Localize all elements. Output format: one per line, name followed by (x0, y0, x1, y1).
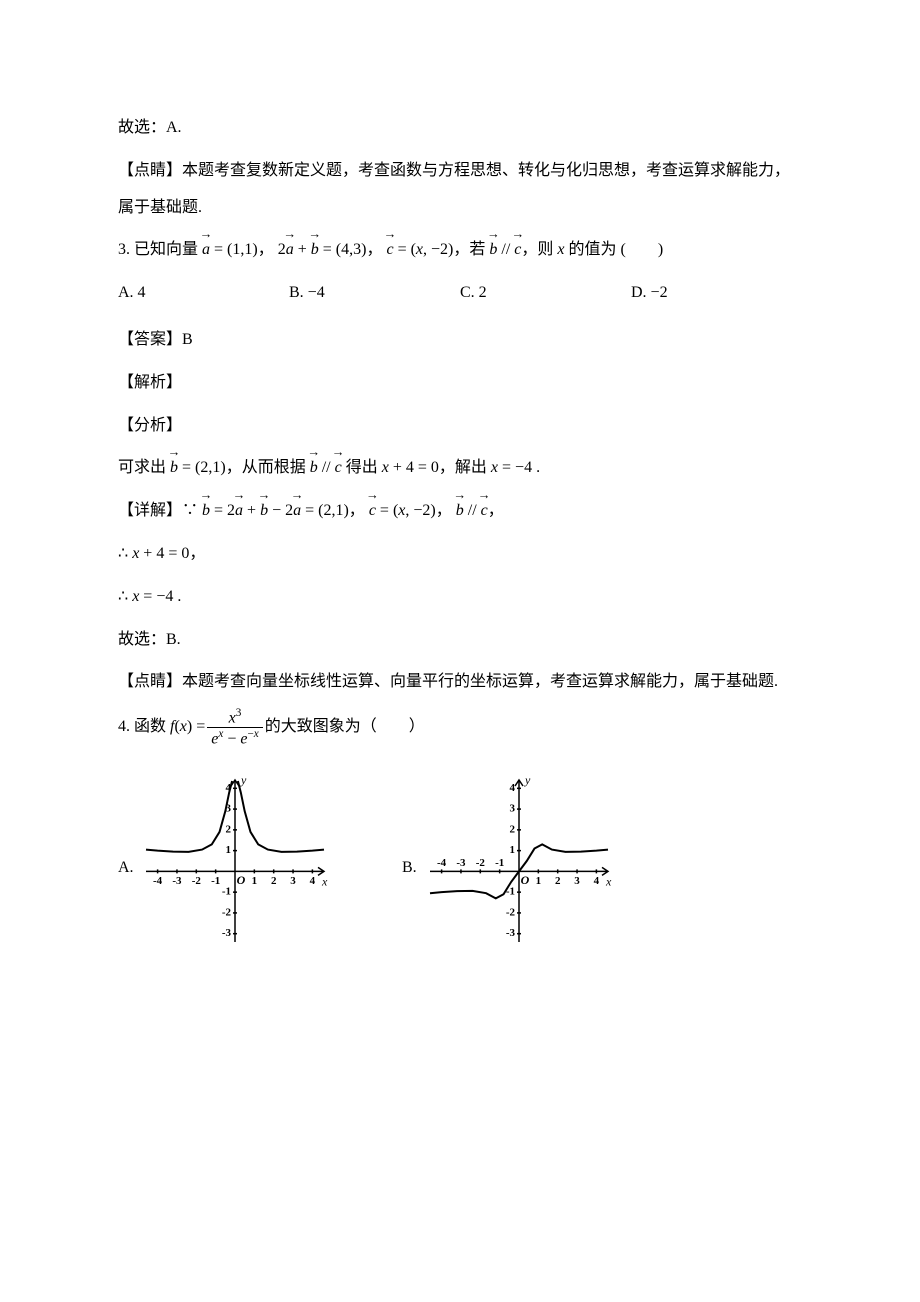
chart-b: xy-4-3-2-11234O1234-1-2-3 (426, 776, 612, 961)
q3-option-b: B. −4 (289, 275, 460, 312)
prev-dianjing: 【点睛】本题考查复数新定义题，考查函数与方程思想、转化与化归思想，考查运算求解能… (118, 153, 802, 227)
svg-text:y: y (524, 776, 531, 787)
svg-text:-3: -3 (506, 927, 516, 939)
svg-text:x: x (605, 874, 612, 888)
svg-text:2: 2 (510, 823, 516, 835)
q4-chart-row: A. xy-4-3-2-11234O1234-1-2-3 B. xy-4-3-2… (118, 776, 802, 961)
svg-text:1: 1 (226, 844, 232, 856)
svg-text:-2: -2 (222, 906, 232, 918)
prev-guxuan: 故选：A. (118, 110, 802, 147)
q4-option-a: A. xy-4-3-2-11234O1234-1-2-3 (118, 776, 328, 961)
svg-text:x: x (321, 874, 328, 888)
svg-text:3: 3 (574, 875, 580, 887)
svg-text:4: 4 (510, 782, 516, 794)
svg-text:-1: -1 (495, 857, 504, 869)
chart-a: xy-4-3-2-11234O1234-1-2-3 (142, 776, 328, 961)
svg-text:2: 2 (226, 823, 232, 835)
q3-jiexi: 【解析】 (118, 365, 802, 402)
svg-text:-2: -2 (192, 875, 202, 887)
svg-text:y: y (240, 776, 247, 787)
q3-option-a: A. 4 (118, 275, 289, 312)
q3-stem: 3. 已知向量 a = (1,1)， 2a + b = (4,3)， c = (… (118, 232, 802, 269)
svg-text:O: O (521, 873, 530, 887)
svg-text:1: 1 (510, 844, 516, 856)
q3-option-c: C. 2 (460, 275, 631, 312)
q4-stem: 4. 函数 f (x) = x3 ex − e−x 的大致图象为（ ） (118, 707, 802, 748)
svg-text:3: 3 (510, 803, 516, 815)
q3-options: A. 4 B. −4 C. 2 D. −2 (118, 275, 802, 312)
q3-dianjing: 【点睛】本题考查向量坐标线性运算、向量平行的坐标运算，考查运算求解能力，属于基础… (118, 664, 802, 701)
svg-text:-2: -2 (506, 906, 516, 918)
svg-text:-4: -4 (437, 857, 447, 869)
q3-guxuan: 故选：B. (118, 622, 802, 659)
q3-xiangjie: 【详解】∵ b = 2a + b − 2a = (2,1)， c = (x, −… (118, 493, 802, 530)
q4-option-b: B. xy-4-3-2-11234O1234-1-2-3 (402, 776, 612, 961)
svg-text:2: 2 (555, 875, 561, 887)
svg-text:2: 2 (271, 875, 277, 887)
page-content: 故选：A. 【点睛】本题考查复数新定义题，考查函数与方程思想、转化与化归思想，考… (0, 0, 920, 1021)
svg-text:-4: -4 (153, 875, 163, 887)
q3-answer: 【答案】B (118, 322, 802, 359)
svg-text:-1: -1 (211, 875, 220, 887)
q4-fraction: x3 ex − e−x (207, 707, 263, 748)
svg-text:1: 1 (252, 875, 258, 887)
q3-fenxi: 【分析】 (118, 408, 802, 445)
q3-step2: ∴ x = −4 . (118, 579, 802, 616)
svg-text:O: O (237, 873, 246, 887)
svg-text:-3: -3 (456, 857, 466, 869)
svg-text:4: 4 (594, 875, 600, 887)
q3-prefix: 3. 已知向量 (118, 241, 202, 258)
svg-text:-3: -3 (172, 875, 182, 887)
svg-text:-2: -2 (476, 857, 486, 869)
q3-option-d: D. −2 (631, 275, 802, 312)
q4-optA-label: A. (118, 850, 136, 887)
svg-text:3: 3 (290, 875, 296, 887)
svg-text:-1: -1 (222, 886, 231, 898)
svg-text:1: 1 (536, 875, 542, 887)
svg-text:4: 4 (310, 875, 316, 887)
q4-optB-label: B. (402, 850, 420, 887)
q3-step1: ∴ x + 4 = 0， (118, 536, 802, 573)
svg-text:-3: -3 (222, 927, 232, 939)
